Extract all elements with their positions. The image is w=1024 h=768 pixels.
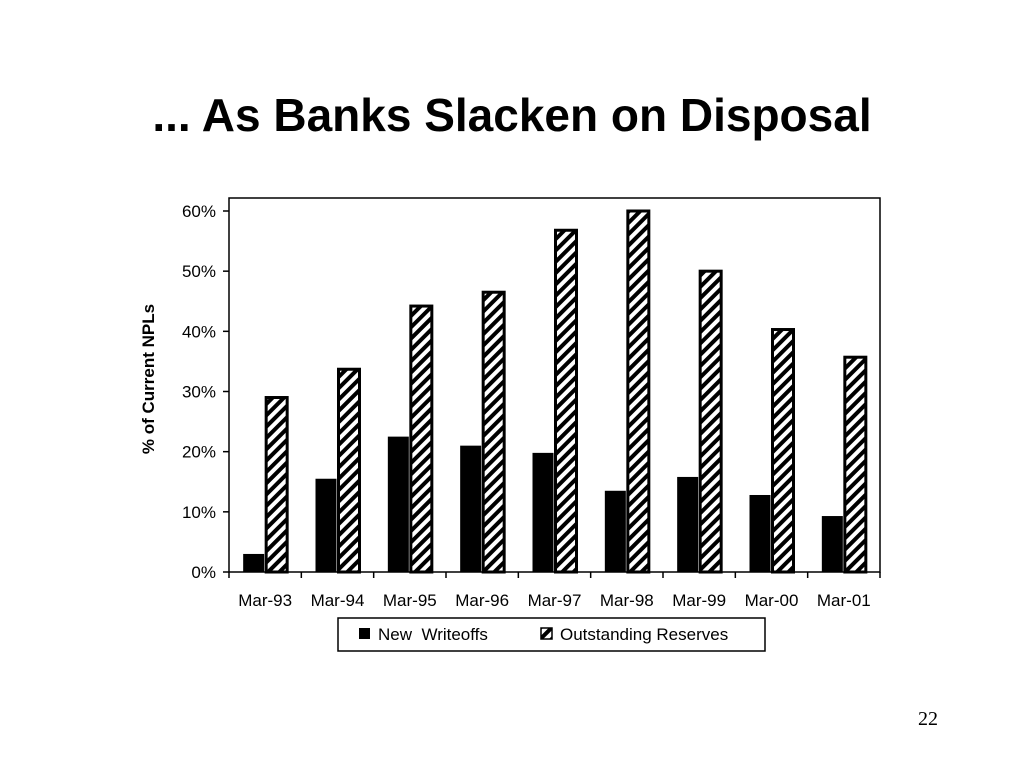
bar-outstanding-reserves	[554, 228, 578, 574]
y-axis-label: % of Current NPLs	[139, 304, 158, 454]
axes-layer: 0% 10% 20% 30% 40% 50% 60% Mar-93 Mar-94 Mar-95 Ma…	[182, 202, 881, 610]
page-number: 22	[918, 708, 938, 730]
legend-swatch-new-writeoffs	[359, 628, 370, 639]
legend-label-new-writeoffs: New Writeoffs	[378, 625, 488, 644]
bar-new-writeoffs	[315, 478, 337, 572]
x-tick-label: Mar-97	[528, 591, 582, 610]
x-tick-label: Mar-00	[745, 591, 799, 610]
x-tick-label: Mar-01	[817, 591, 871, 610]
bar-new-writeoffs	[604, 490, 626, 572]
bar-new-writeoffs	[387, 436, 409, 572]
bar-outstanding-reserves	[337, 367, 361, 574]
bar-new-writeoffs	[243, 553, 265, 572]
x-tick-label: Mar-96	[455, 591, 509, 610]
y-tick-label: 50%	[182, 262, 216, 281]
bar-outstanding-reserves	[698, 269, 723, 574]
bar-outstanding-reserves	[481, 290, 506, 574]
y-tick-label: 10%	[182, 503, 216, 522]
x-tick-label: Mar-95	[383, 591, 437, 610]
legend-label-outstanding-reserves: Outstanding Reserves	[560, 625, 728, 644]
bars-layer	[243, 209, 868, 574]
bar-outstanding-reserves	[771, 328, 795, 574]
y-tick-label: 60%	[182, 202, 216, 221]
bar-new-writeoffs	[460, 445, 482, 572]
slide-title: ... As Banks Slacken on Disposal	[152, 89, 872, 141]
x-tick-label: Mar-99	[672, 591, 726, 610]
x-tick-label: Mar-93	[238, 591, 292, 610]
y-tick-label: 20%	[182, 443, 216, 462]
y-tick-label: 30%	[182, 383, 216, 402]
y-tick-label: 0%	[191, 563, 216, 582]
bar-new-writeoffs	[532, 452, 554, 572]
bar-outstanding-reserves	[843, 355, 868, 574]
bar-outstanding-reserves	[409, 304, 434, 574]
y-tick-label: 40%	[182, 322, 216, 341]
legend-swatch-outstanding-reserves	[540, 627, 553, 640]
bar-new-writeoffs	[749, 494, 771, 572]
bar-outstanding-reserves	[626, 209, 651, 574]
bar-new-writeoffs	[677, 476, 699, 572]
legend: New Writeoffs Outstanding Reserves	[337, 617, 766, 652]
bar-new-writeoffs	[821, 516, 843, 572]
bar-outstanding-reserves	[264, 396, 289, 574]
x-tick-label: Mar-98	[600, 591, 654, 610]
x-tick-label: Mar-94	[311, 591, 365, 610]
